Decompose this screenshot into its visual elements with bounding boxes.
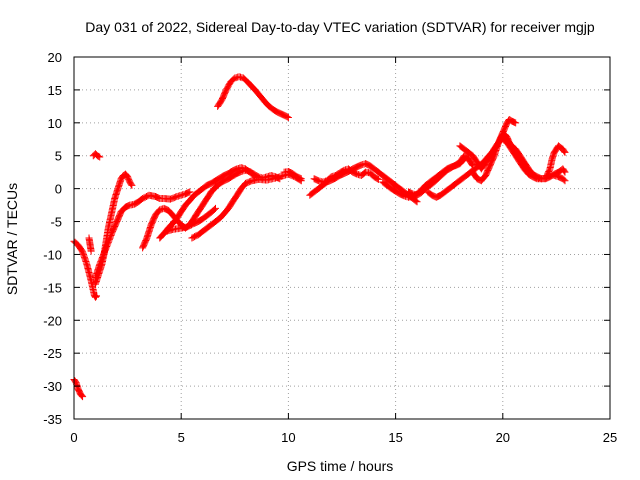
series-arc-1 [70, 376, 87, 401]
axis-ticks: -35 -30 -25 -20 -15 -10 -5 0 5 10 15 20 0 5 10 15 20 25 [43, 50, 617, 445]
x-tick-label: 0 [70, 430, 77, 445]
data-point [560, 167, 568, 175]
data-point [128, 181, 136, 189]
data-point [212, 204, 220, 212]
data-point [373, 175, 381, 183]
data-point [96, 153, 104, 161]
data-point [127, 180, 135, 188]
data-point [210, 205, 218, 213]
data-point [413, 198, 421, 206]
data-point [297, 175, 305, 183]
data-point [284, 114, 292, 122]
y-tick-label: -35 [43, 412, 62, 427]
y-tick-label: 0 [55, 182, 62, 197]
y-tick-label: -10 [43, 247, 62, 262]
series-arc-16 [404, 152, 477, 199]
x-axis-label: GPS time / hours [287, 458, 394, 474]
y-tick-label: -25 [43, 346, 62, 361]
data-point [91, 293, 99, 301]
data-point [512, 119, 520, 127]
series-arc-21 [550, 171, 569, 185]
y-tick-label: 5 [55, 149, 62, 164]
y-tick-label: -5 [50, 215, 62, 230]
data-point [78, 392, 86, 400]
chart-title: Day 031 of 2022, Sidereal Day-to-day VTE… [85, 19, 595, 35]
y-tick-label: 10 [48, 116, 62, 131]
x-tick-label: 25 [603, 430, 617, 445]
grid [74, 57, 610, 419]
series-arc-20 [499, 135, 569, 183]
x-tick-label: 15 [388, 430, 402, 445]
data-point [561, 177, 569, 185]
y-tick-label: -20 [43, 313, 62, 328]
data-point [186, 188, 194, 196]
x-tick-label: 10 [281, 430, 295, 445]
y-tick-label: -15 [43, 280, 62, 295]
series-arc-9 [162, 204, 220, 235]
series-arc-6 [91, 188, 194, 281]
data-marks [70, 73, 569, 401]
y-tick-label: -30 [43, 379, 62, 394]
data-point [560, 176, 568, 184]
data-point [412, 197, 420, 205]
series-arc-3 [85, 234, 95, 255]
y-tick-label: 15 [48, 83, 62, 98]
y-axis-label: SDTVAR / TECUs [4, 183, 20, 295]
series-arc-14 [310, 165, 382, 186]
data-point [79, 393, 87, 401]
plot-frame [73, 56, 611, 420]
data-point [468, 161, 476, 169]
series-arc-12 [280, 168, 305, 183]
series-arc-8 [156, 164, 258, 242]
data-point [95, 152, 103, 160]
series-arc-4 [89, 150, 104, 161]
data-point [560, 147, 568, 155]
data-point [374, 175, 382, 183]
data-point [92, 293, 100, 301]
data-point [93, 292, 101, 300]
series-arc-11 [214, 73, 292, 122]
y-tick-label: 20 [48, 50, 62, 65]
x-tick-label: 5 [178, 430, 185, 445]
data-point [561, 148, 569, 156]
data-point [561, 168, 569, 176]
data-point [87, 247, 95, 255]
data-point [283, 113, 291, 121]
series-arc-10 [188, 170, 305, 242]
x-tick-label: 20 [496, 430, 510, 445]
data-point [77, 391, 85, 399]
